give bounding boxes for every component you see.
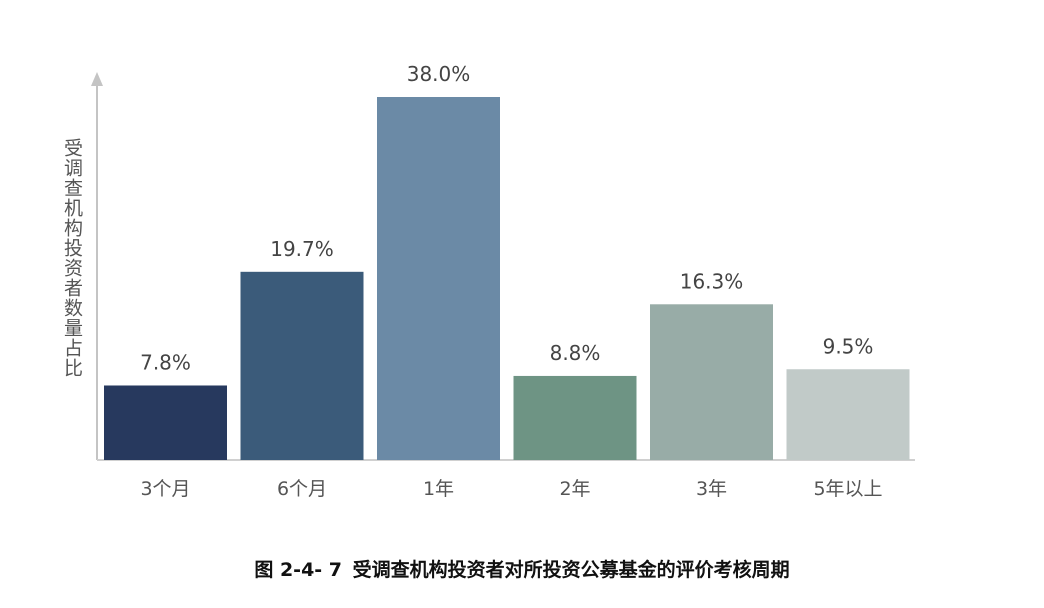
y-axis-label: 受调查机构投资者数量占比 [61, 138, 83, 378]
bar-5 [650, 304, 773, 460]
x-tick-label-5: 3年 [696, 478, 727, 500]
bar-1 [104, 385, 227, 460]
bar-3 [377, 97, 500, 460]
value-label-4: 8.8% [550, 341, 601, 365]
value-label-6: 9.5% [823, 334, 874, 358]
bar-2 [240, 271, 364, 460]
value-label-5: 16.3% [680, 269, 744, 293]
value-label-1: 7.8% [140, 350, 191, 374]
figure-caption: 图 2-4- 7 受调查机构投资者对所投资公募基金的评价考核周期 [0, 555, 1044, 582]
value-label-3: 38.0% [407, 62, 471, 86]
value-label-2: 19.7% [270, 237, 334, 261]
bar-4 [513, 375, 637, 460]
figure-number: 图 2-4- 7 [254, 559, 343, 581]
y-axis-arrow-icon [91, 72, 103, 86]
x-tick-label-4: 2年 [559, 478, 590, 500]
bars-group: 7.8% 3个月 19.7% 6个月 38.0% 1年 8.8% 2年 16.3% 3年 9.5% 5… [104, 62, 910, 500]
x-tick-label-3: 1年 [423, 478, 454, 500]
x-tick-label-6: 5年以上 [813, 478, 882, 500]
figure-title: 受调查机构投资者对所投资公募基金的评价考核周期 [352, 559, 790, 581]
x-tick-label-1: 3个月 [140, 478, 190, 500]
bar-6 [786, 369, 910, 460]
x-tick-label-2: 6个月 [277, 478, 327, 500]
